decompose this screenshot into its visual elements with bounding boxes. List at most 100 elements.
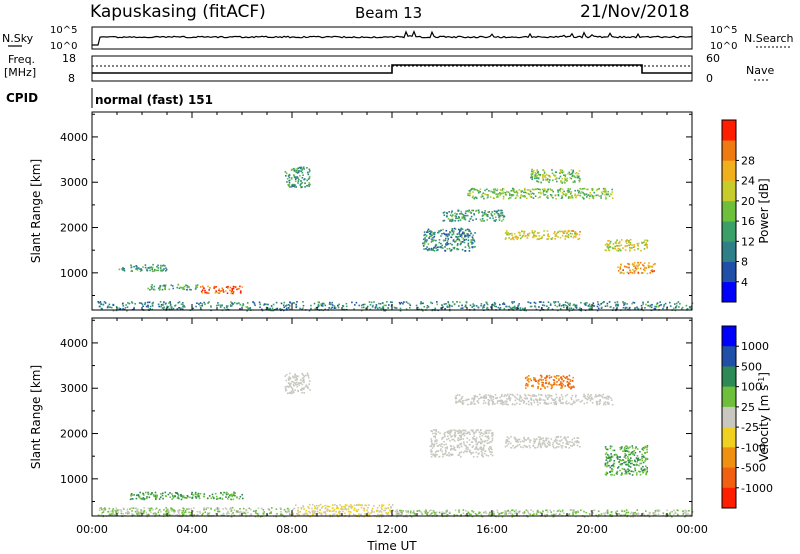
echo-cell	[450, 218, 452, 221]
echo-cell	[192, 494, 195, 496]
echo-cell	[511, 307, 514, 310]
echo-cell	[623, 449, 626, 452]
echo-cell	[301, 181, 304, 184]
echo-cell	[164, 513, 167, 516]
echo-cell	[203, 493, 206, 495]
echo-cell	[621, 459, 623, 462]
x-tick-label: 08:00	[276, 523, 308, 536]
echo-cell	[381, 504, 383, 506]
echo-cell	[491, 215, 494, 217]
echo-cell	[626, 463, 629, 466]
echo-cell	[150, 507, 153, 509]
echo-cell	[219, 306, 222, 308]
echo-cell	[637, 242, 640, 245]
echo-cell	[657, 510, 660, 513]
echo-cell	[472, 451, 475, 454]
echo-cell	[511, 237, 513, 240]
echo-cell	[623, 272, 625, 274]
echo-cell	[167, 305, 170, 308]
echo-cell	[616, 454, 618, 457]
echo-cell	[533, 378, 535, 381]
echo-cell	[465, 399, 467, 402]
echo-cell	[161, 494, 164, 497]
echo-cell	[493, 197, 496, 200]
echo-cell	[300, 166, 302, 169]
echo-cell	[534, 235, 536, 238]
echo-cell	[128, 511, 130, 514]
echo-cell	[450, 447, 452, 450]
echo-cell	[542, 382, 545, 384]
echo-cell	[474, 395, 477, 397]
echo-cell	[629, 243, 632, 246]
echo-cell	[156, 265, 158, 268]
echo-cell	[333, 305, 336, 307]
echo-cell	[260, 507, 263, 510]
echo-cell	[229, 508, 231, 510]
echo-cell	[216, 498, 218, 500]
echo-cell	[606, 462, 609, 464]
echo-cell	[654, 308, 656, 310]
echo-cell	[446, 215, 448, 218]
echo-cell	[571, 230, 573, 232]
echo-cell	[446, 510, 448, 513]
echo-cell	[619, 268, 621, 270]
echo-cell	[445, 303, 447, 305]
echo-cell	[527, 379, 529, 382]
echo-cell	[573, 303, 576, 306]
echo-cell	[559, 190, 562, 193]
echo-cell	[587, 194, 590, 196]
echo-cell	[441, 450, 443, 453]
echo-cell	[300, 388, 302, 391]
echo-cell	[108, 514, 110, 516]
echo-cell	[459, 435, 462, 438]
echo-cell	[194, 495, 197, 498]
echo-cell	[182, 302, 184, 304]
echo-cell	[231, 493, 233, 496]
echo-cell	[201, 514, 203, 516]
echo-cell	[456, 213, 459, 215]
echo-cell	[382, 514, 384, 516]
echo-cell	[542, 437, 544, 439]
echo-cell	[525, 382, 528, 385]
echo-cell	[564, 395, 567, 397]
echo-cell	[132, 507, 135, 509]
echo-cell	[602, 190, 605, 193]
echo-cell	[147, 491, 149, 494]
echo-cell	[583, 393, 585, 396]
echo-cell	[561, 230, 563, 233]
echo-cell	[538, 191, 540, 194]
echo-cell	[294, 373, 296, 376]
echo-cell	[486, 442, 488, 445]
echo-cell	[490, 196, 492, 198]
echo-cell	[650, 269, 653, 272]
echo-cell	[645, 303, 647, 306]
echo-cell	[230, 498, 232, 501]
echo-cell	[497, 214, 500, 217]
echo-cell	[569, 173, 571, 176]
echo-cell	[496, 402, 499, 404]
echo-cell	[333, 510, 335, 512]
echo-cell	[484, 432, 487, 435]
echo-cell	[492, 510, 495, 513]
echo-cell	[524, 307, 526, 309]
echo-cell	[552, 514, 555, 516]
echo-cell	[558, 378, 560, 380]
echo-cell	[537, 171, 539, 174]
echo-region	[97, 301, 694, 312]
echo-cell	[332, 504, 334, 506]
echo-cell	[154, 491, 157, 494]
echo-cell	[571, 438, 574, 441]
echo-cell	[525, 403, 528, 405]
echo-cell	[483, 306, 485, 308]
echo-cell	[553, 381, 556, 384]
echo-cell	[585, 398, 588, 400]
echo-cell	[481, 454, 484, 456]
echo-cell	[438, 241, 441, 244]
echo-cell	[456, 236, 459, 239]
echo-cell	[312, 512, 314, 514]
echo-cell	[666, 513, 669, 516]
echo-cell	[561, 169, 564, 172]
echo-cell	[644, 239, 646, 242]
echo-cell	[143, 510, 145, 513]
echo-cell	[625, 266, 628, 268]
